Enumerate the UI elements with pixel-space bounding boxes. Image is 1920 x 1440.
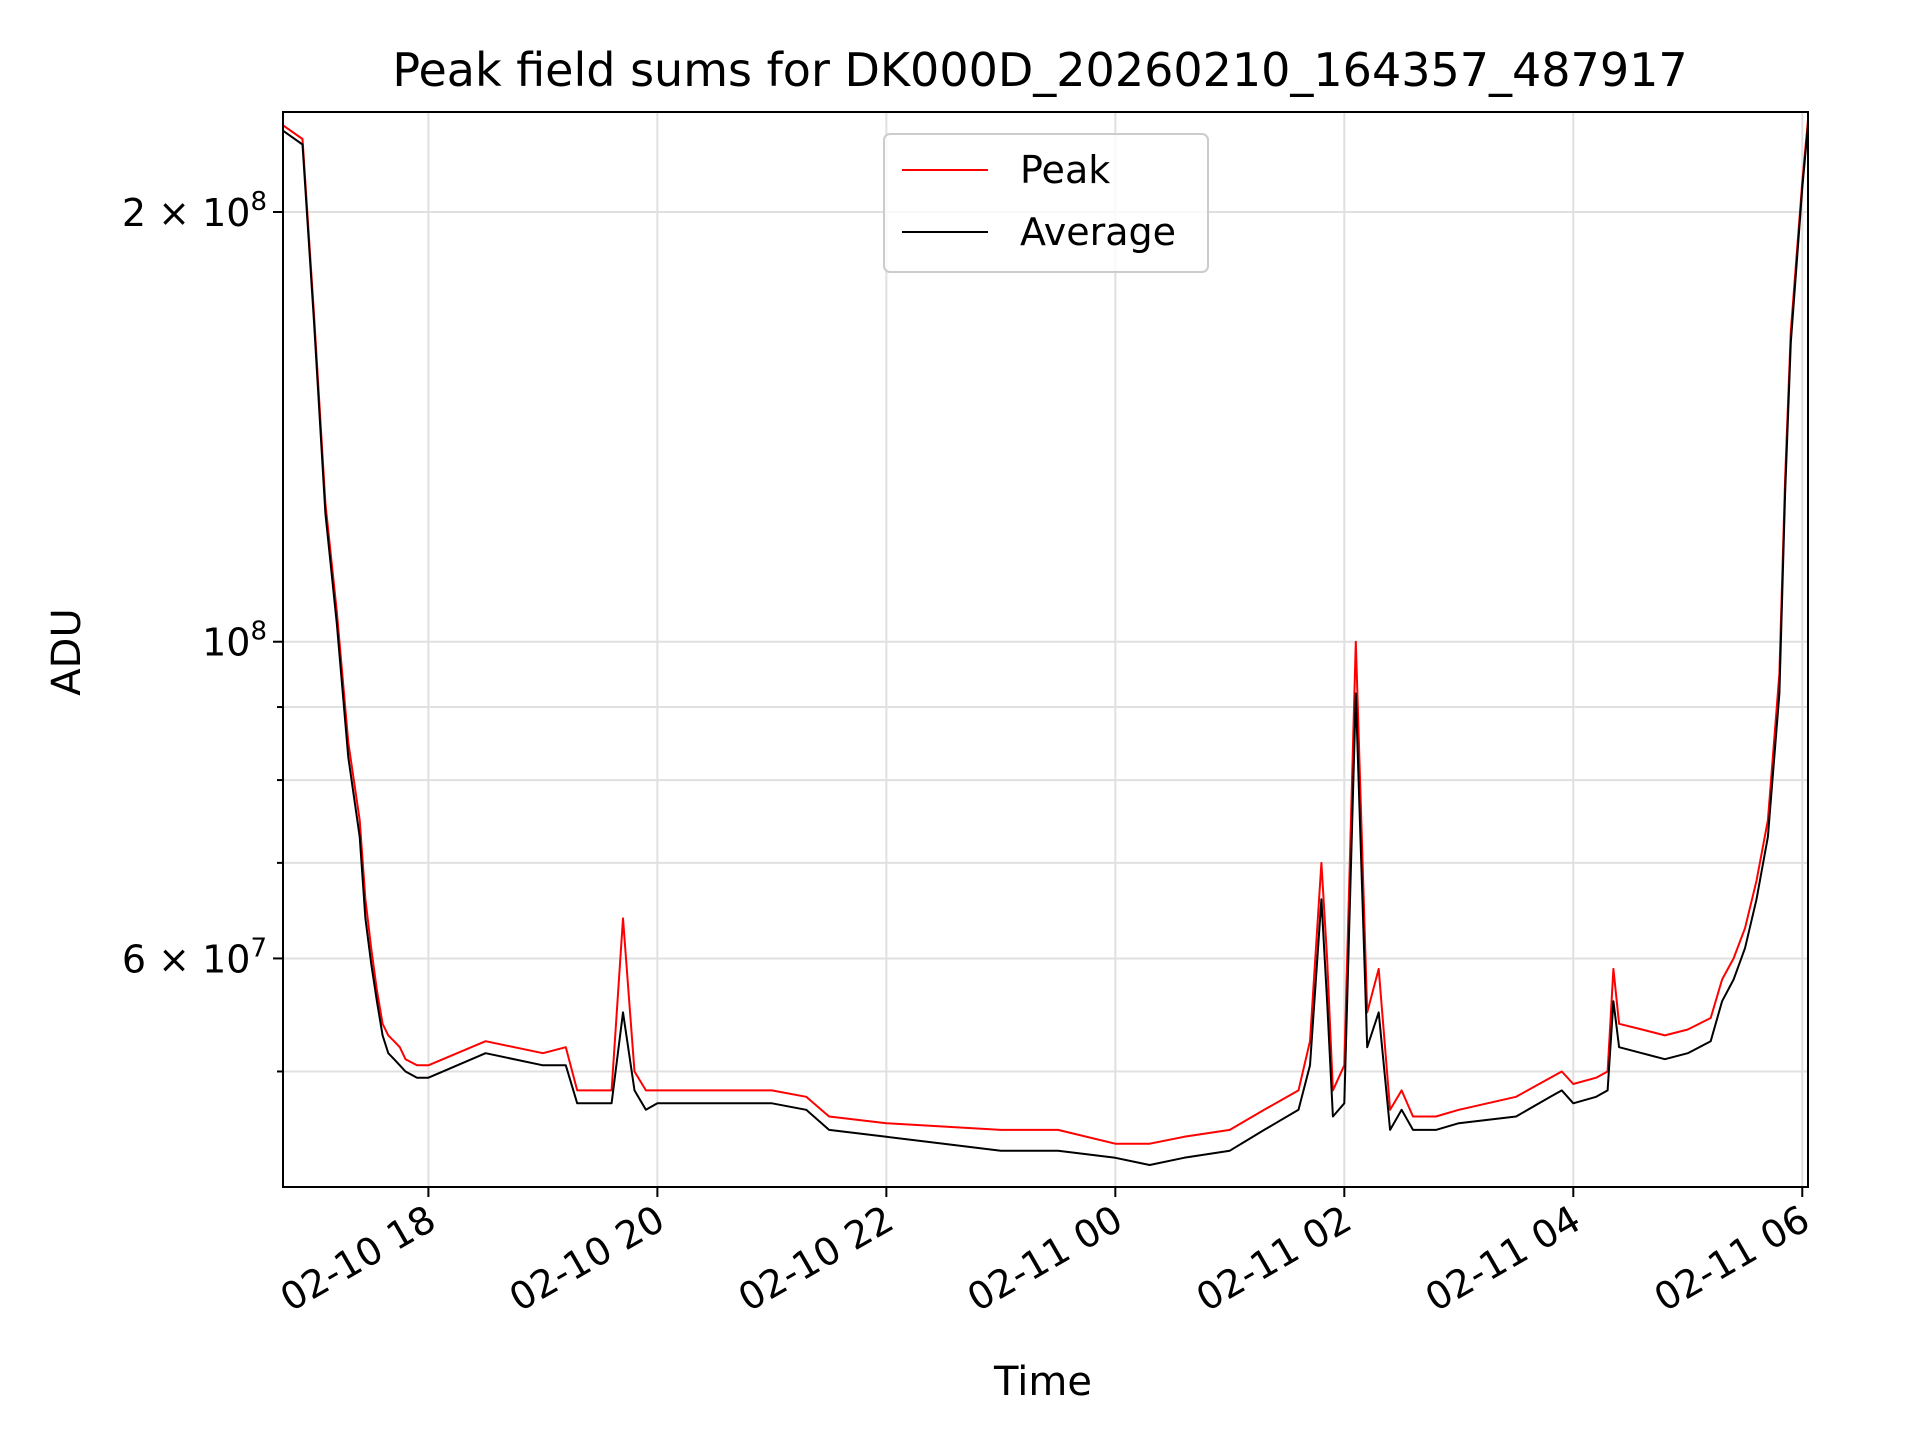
y-axis: 6 × 107 108 2 × 108 (122, 187, 283, 1073)
series-line-peak (282, 119, 1809, 1145)
x-tick-label: 02-11 06 (1647, 1197, 1817, 1321)
x-axis-label: Time (993, 1359, 1092, 1405)
series-layer (282, 119, 1809, 1166)
chart-title: Peak field sums for DK000D_20260210_1643… (392, 43, 1687, 97)
x-tick-label: 02-10 20 (502, 1197, 672, 1321)
x-tick-label: 02-11 02 (1189, 1197, 1359, 1321)
y-tick-label: 108 (202, 617, 267, 665)
y-tick-label: 2 × 108 (122, 187, 267, 235)
y-tick-label: 6 × 107 (122, 933, 267, 981)
x-tick-label: 02-11 04 (1418, 1197, 1588, 1321)
legend: Peak Average (883, 133, 1209, 273)
series-line-average (282, 125, 1809, 1166)
x-axis: 02-10 18 02-10 20 02-10 22 02-11 00 02-11 02… (273, 1187, 1817, 1320)
x-tick-label: 02-10 18 (273, 1197, 443, 1321)
legend-box (883, 133, 1209, 273)
grid (283, 112, 1808, 1187)
legend-average-label: Average (1020, 210, 1176, 254)
y-axis-label: ADU (44, 608, 90, 695)
legend-peak-label: Peak (1020, 148, 1110, 192)
plot-frame (282, 111, 1809, 1188)
x-tick-label: 02-10 22 (731, 1197, 901, 1321)
x-tick-label: 02-11 00 (960, 1197, 1130, 1321)
